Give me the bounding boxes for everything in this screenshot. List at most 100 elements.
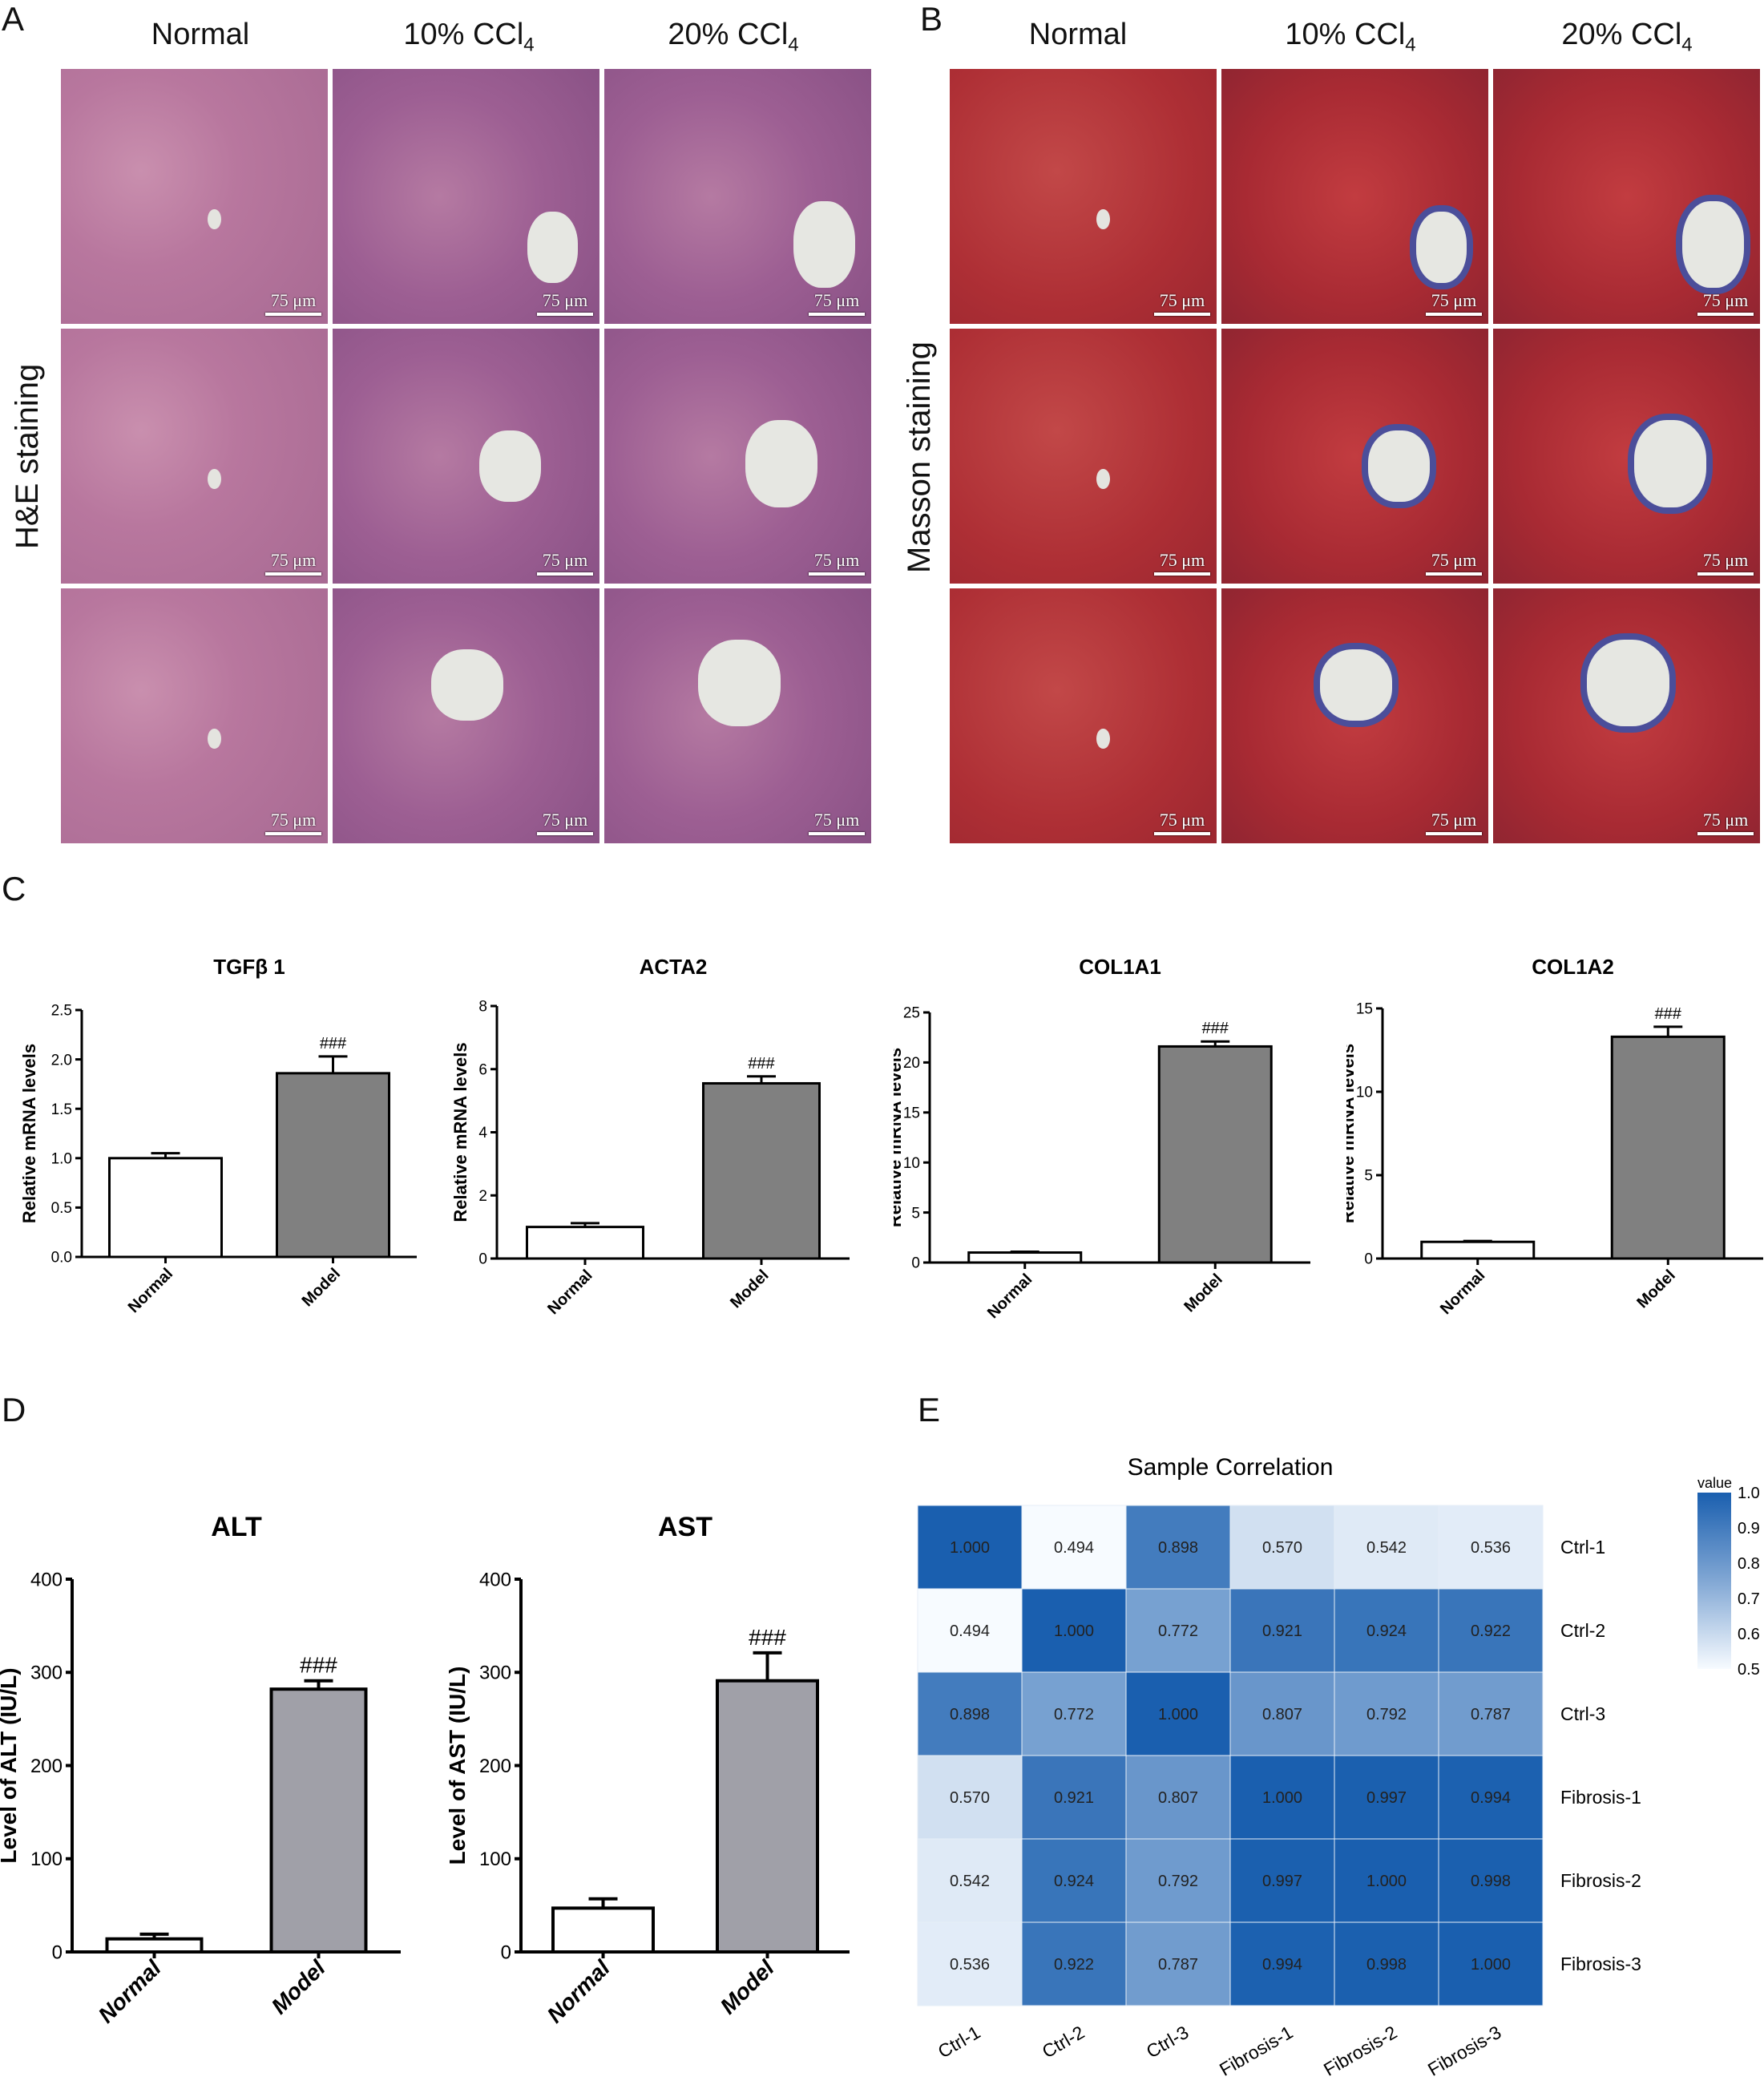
x-category-label: Model [727,1267,772,1311]
heatmap-cell-value: 0.787 [1158,1956,1198,1974]
chart-title: COL1A1 [1079,955,1161,979]
legend-tick-label: 1.0 [1738,1485,1760,1502]
heatmap-cell-value: 0.772 [1054,1706,1094,1723]
heatmap-cell-value: 0.997 [1262,1873,1302,1890]
heatmap-cell-value: 0.997 [1366,1789,1407,1807]
vessel-lumen [1682,201,1744,289]
scale-bar-label: 75 μm [813,810,860,830]
scale-bar: 75 μm [537,290,593,316]
heatmap-cell [1021,1921,1127,2006]
heatmap-cell [1229,1921,1335,2006]
vessel-lumen [1320,649,1393,721]
heatmap-cell [917,1671,1023,1756]
scale-bar-label: 75 μm [270,550,317,570]
vessel-lumen [1368,430,1430,503]
he-column-label-20pct: 20% CCl4 [668,18,799,56]
heatmap-row-label: Fibrosis-2 [1560,1870,1641,1891]
significance-annotation: ### [300,1653,337,1678]
he-micrograph-20pct-2: 75 μm [604,329,871,584]
masson-micrograph-10pct-2: 75 μm [1221,329,1488,584]
panel-letter-a: A [2,0,25,38]
central-vein [1096,208,1110,230]
y-axis-label: Relative mRNA levels [894,1048,905,1227]
scale-bar-label: 75 μm [1159,810,1205,830]
heatmap-cell [917,1505,1023,1590]
heatmap-cell [1438,1838,1544,1923]
heatmap-cell-value: 0.536 [950,1956,990,1974]
scale-bar: 75 μm [809,290,865,316]
masson-staining-label: Masson staining [902,341,937,573]
heatmap-cell-value: 0.494 [950,1622,990,1640]
tgfb1-bar-chart: TGFβ 1 0.0 0.5 1.0 1.5 2.0 2.5 Relative mRNA le… [19,955,417,1316]
y-tick-label: 10 [903,1155,920,1172]
sample-correlation-heatmap: Sample Correlation 1.000 0.494 0.898 0.570 0.… [917,1454,1760,2080]
x-category-label: Normal [543,1954,616,2027]
bar-model [1157,1044,1273,1264]
x-category-label: Model [1633,1267,1678,1311]
he-micrograph-normal-1: 75 μm [61,69,328,324]
heatmap-cell-value: 0.994 [1471,1789,1511,1807]
heatmap-col-label: Ctrl-2 [1039,2022,1088,2063]
y-tick-label: 0 [478,1251,487,1268]
significance-annotation: ### [1202,1020,1229,1037]
heatmap-cell [917,1921,1023,2006]
masson-micrograph-10pct-3: 75 μm [1221,588,1488,843]
significance-annotation: ### [749,1625,786,1650]
he-micrograph-20pct-1: 75 μm [604,69,871,324]
masson-column-label-normal: Normal [1028,18,1128,51]
y-tick-label: 300 [479,1663,511,1684]
y-tick-label: 0 [501,1942,511,1963]
heatmap-cell [917,1755,1023,1840]
heatmap-cell [1334,1755,1439,1840]
bar-normal [108,1157,223,1259]
heatmap-title: Sample Correlation [1128,1454,1334,1481]
scale-bar: 75 μm [1426,810,1482,835]
x-category-label: Model [1181,1271,1225,1315]
heatmap-cell-value: 1.000 [1054,1622,1094,1640]
heatmap-cell-value: 0.807 [1158,1789,1198,1807]
scale-bar: 75 μm [537,810,593,835]
panel-letter-c: C [2,870,26,907]
central-vein [208,728,221,750]
heatmap-cell [1229,1838,1335,1923]
scale-bar: 75 μm [1154,290,1210,316]
chart-title: COL1A2 [1532,955,1614,979]
vessel-lumen [1634,420,1707,507]
y-axis-label: Level of AST (IU/L) [449,1667,470,1865]
heatmap-cell [1334,1588,1439,1673]
y-tick-label: 2.0 [51,1052,72,1069]
heatmap-cell-value: 0.542 [950,1873,990,1890]
panel-letter-b: B [920,0,943,38]
heatmap-row-label: Ctrl-2 [1560,1620,1605,1641]
panel-letter-e: E [918,1391,941,1428]
bar-normal [551,1906,655,1954]
ast-bar-chart: AST 0 100 200 300 400 Level of AST (IU/L) Norma… [449,1512,850,2027]
col1a1-bar-chart: COL1A1 0 5 10 15 20 25 Relative mRNA levels Norm… [894,955,1310,1322]
x-category-label: Model [716,1954,780,2018]
scale-bar: 75 μm [1154,810,1210,835]
scale-bar: 75 μm [537,550,593,576]
heatmap-cell-value: 0.792 [1366,1706,1407,1723]
scale-bar: 75 μm [1697,290,1754,316]
heatmap-cell-value: 0.494 [1054,1539,1094,1557]
legend-tick-label: 0.5 [1738,1661,1760,1679]
heatmap-cell [1125,1755,1231,1840]
y-tick-label: 5 [911,1205,920,1222]
heatmap-cell-value: 1.000 [1158,1706,1198,1723]
heatmap-cell-value: 0.772 [1158,1622,1198,1640]
scale-bar: 75 μm [1426,290,1482,316]
y-tick-label: 1.5 [51,1101,72,1118]
heatmap-row-label: Ctrl-3 [1560,1703,1605,1724]
vessel-lumen [431,649,504,721]
y-tick-label: 100 [479,1849,511,1870]
heatmap-col-label: Ctrl-1 [934,2022,984,2063]
y-tick-label: 20 [903,1055,920,1072]
heatmap-cell [1229,1588,1335,1673]
scale-bar-label: 75 μm [270,290,317,310]
chart-title: AST [658,1512,712,1542]
heatmap-cell [1334,1921,1439,2006]
he-micrograph-10pct-1: 75 μm [333,69,599,324]
scale-bar: 75 μm [265,550,321,576]
he-column-label-normal: Normal [151,18,250,51]
scale-bar-label: 75 μm [542,290,588,310]
